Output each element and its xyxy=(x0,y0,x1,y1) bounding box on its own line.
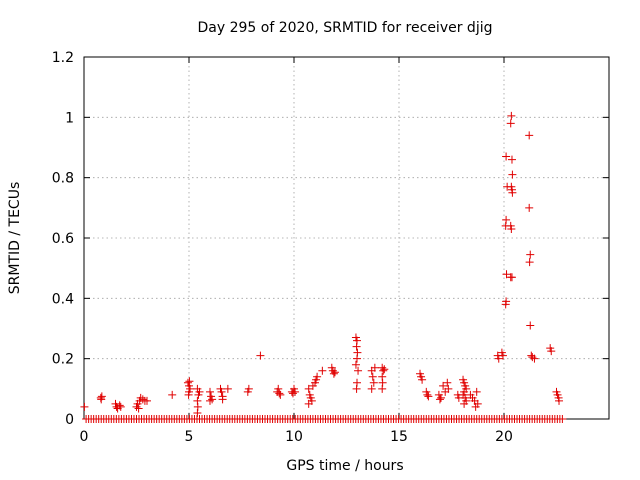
data-point xyxy=(502,270,511,279)
data-point xyxy=(193,408,202,417)
data-point xyxy=(304,384,313,393)
data-point xyxy=(439,381,448,390)
data-point xyxy=(380,365,389,374)
data-point xyxy=(244,384,253,393)
data-point xyxy=(525,131,534,140)
x-tick-label: 10 xyxy=(285,429,303,445)
data-point xyxy=(354,366,363,375)
y-tick-label: 1 xyxy=(65,110,74,126)
data-point xyxy=(506,119,515,128)
data-point xyxy=(526,250,535,259)
data-point xyxy=(195,387,204,396)
data-point xyxy=(218,395,227,404)
y-tick-label: 1.2 xyxy=(52,50,74,66)
y-tick-label: 0.8 xyxy=(52,171,74,187)
y-axis-label: SRMTID / TECUs xyxy=(7,182,23,295)
y-tick-label: 0.6 xyxy=(52,231,74,247)
data-point xyxy=(329,369,338,378)
y-tick-label: 0.2 xyxy=(52,352,74,368)
data-point xyxy=(288,389,297,398)
data-point xyxy=(525,203,534,212)
data-point xyxy=(352,384,361,393)
y-tick-label: 0.4 xyxy=(52,291,74,307)
data-point xyxy=(555,396,564,405)
data-point xyxy=(507,155,516,164)
data-point xyxy=(136,393,145,402)
data-point xyxy=(143,396,151,405)
x-tick-label: 20 xyxy=(495,429,513,445)
data-point xyxy=(138,395,147,404)
data-point xyxy=(502,152,511,161)
data-point xyxy=(494,354,503,363)
data-point xyxy=(116,402,125,411)
data-point xyxy=(353,354,361,363)
data-point xyxy=(525,258,534,267)
data-point xyxy=(351,360,360,369)
data-point xyxy=(472,387,481,396)
data-point xyxy=(256,351,265,360)
data-point xyxy=(443,378,452,387)
data-point xyxy=(291,387,300,396)
data-point xyxy=(352,342,361,351)
data-point xyxy=(368,372,377,381)
data-point xyxy=(528,353,537,362)
data-point xyxy=(370,363,379,372)
data-point xyxy=(276,390,285,399)
x-tick-label: 0 xyxy=(80,429,89,445)
data-point xyxy=(379,366,388,375)
data-point xyxy=(330,368,339,377)
data-point xyxy=(423,390,432,399)
x-axis-label: GPS time / hours xyxy=(286,458,403,474)
data-point xyxy=(184,390,193,399)
data-point xyxy=(418,375,427,384)
data-point xyxy=(507,224,516,233)
data-point xyxy=(367,384,376,393)
data-point xyxy=(115,401,124,410)
data-point xyxy=(168,390,177,399)
data-point xyxy=(558,415,567,423)
data-point xyxy=(507,111,516,120)
data-point xyxy=(318,366,327,375)
x-tick-label: 15 xyxy=(390,429,408,445)
data-point xyxy=(369,378,378,387)
data-point xyxy=(444,384,453,393)
data-point xyxy=(530,354,539,363)
axis-ticks: 0 5 10 15 20 0 0.2 0.4 0.6 0.8 1 1.2 xyxy=(52,50,609,445)
data-point xyxy=(304,399,313,408)
y-tick-label: 0 xyxy=(65,412,74,428)
data-point xyxy=(501,300,510,309)
data-point xyxy=(185,377,194,386)
data-point xyxy=(275,389,284,398)
data-markers xyxy=(80,111,567,423)
data-point xyxy=(274,384,283,393)
data-point xyxy=(206,396,214,405)
data-point xyxy=(206,387,214,396)
data-point xyxy=(97,395,106,404)
grid xyxy=(84,57,609,419)
x-tick-label: 5 xyxy=(185,429,194,445)
data-point xyxy=(313,372,322,381)
data-point xyxy=(526,321,535,330)
data-point xyxy=(217,387,226,396)
data-point xyxy=(471,402,480,411)
chart-title: Day 295 of 2020, SRMTID for receiver dji… xyxy=(198,20,493,36)
data-point xyxy=(80,402,89,411)
data-point xyxy=(437,393,445,402)
data-point xyxy=(498,351,507,360)
data-point xyxy=(134,404,143,413)
data-point xyxy=(208,395,217,404)
data-point xyxy=(435,395,444,404)
data-point xyxy=(506,273,515,282)
data-point xyxy=(508,188,517,197)
data-point xyxy=(223,384,232,393)
data-point xyxy=(508,170,517,179)
data-point xyxy=(547,347,556,356)
data-point xyxy=(424,392,433,401)
data-point xyxy=(378,384,387,393)
data-point xyxy=(460,399,469,408)
